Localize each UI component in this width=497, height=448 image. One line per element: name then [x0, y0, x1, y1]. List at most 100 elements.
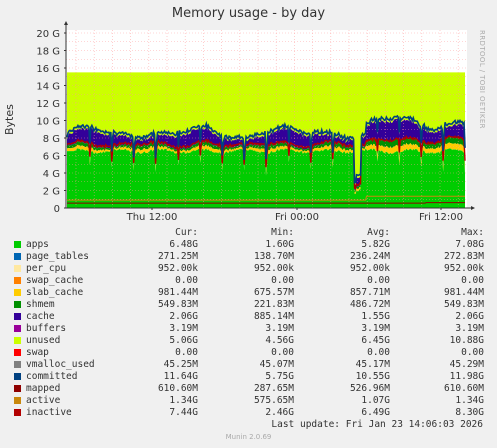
plot-area: 0 2 G 4 G 6 G 8 G 10 G 12 G 14 G 16 G 18 G 20 G Thu… — [36, 21, 475, 223]
legend-swatch — [14, 325, 21, 332]
legend-max: 1.34G — [455, 395, 484, 406]
legend-cur: 271.25M — [157, 251, 198, 262]
legend-cur: 952.00k — [157, 263, 198, 274]
y-tick-label: 0 — [54, 204, 60, 215]
series-cache-area — [67, 118, 465, 191]
legend-avg: 6.49G — [361, 407, 390, 418]
header-min: Min: — [271, 227, 294, 238]
series-unused-area — [67, 72, 465, 186]
legend-swatch — [14, 361, 21, 368]
legend-cur: 2.06G — [169, 311, 198, 322]
legend-swatch — [14, 313, 21, 320]
legend-avg: 0.00 — [367, 275, 390, 286]
legend-cur: 5.06G — [169, 335, 198, 346]
header-cur: Cur: — [175, 227, 198, 238]
header-max: Max: — [461, 227, 484, 238]
legend-avg: 1.55G — [361, 311, 390, 322]
legend-row-swap_cache: swap_cache 0.00 0.00 0.00 0.00 — [0, 275, 497, 287]
legend-row-inactive: inactive 7.44G 2.46G 6.49G 8.30G — [0, 407, 497, 419]
y-tick-label: 20 G — [36, 29, 60, 40]
legend-cur: 1.34G — [169, 395, 198, 406]
legend-swatch — [14, 349, 21, 356]
legend-max: 10.88G — [449, 335, 484, 346]
legend-min: 885.14M — [253, 311, 294, 322]
x-axis-arrow — [471, 206, 475, 210]
header-avg: Avg: — [367, 227, 390, 238]
legend-cur: 610.60M — [157, 383, 198, 394]
legend-swatch — [14, 373, 21, 380]
series-apps-area — [67, 148, 465, 208]
legend-row-swap: swap 0.00 0.00 0.00 0.00 — [0, 347, 497, 359]
legend-swatch — [14, 409, 21, 416]
legend-max: 2.06G — [455, 311, 484, 322]
legend-swatch — [14, 337, 21, 344]
legend-min: 0.00 — [271, 275, 294, 286]
legend-swatch — [14, 277, 21, 284]
munin-version: Munin 2.0.69 — [225, 433, 272, 441]
series-active-line — [67, 195, 465, 201]
legend-max: 610.60M — [443, 383, 484, 394]
legend-max: 952.00k — [443, 263, 484, 274]
legend-row-active: active 1.34G 575.65M 1.07G 1.34G — [0, 395, 497, 407]
y-tick-label: 18 G — [36, 47, 60, 58]
legend-avg: 10.55G — [355, 371, 390, 382]
legend-min: 3.19M — [265, 323, 294, 334]
legend-swatch — [14, 253, 21, 260]
legend-label: cache — [26, 311, 55, 322]
legend-row-slab_cache: slab_cache 981.44M 675.57M 857.71M 981.44M — [0, 287, 497, 299]
x-tick-label: Thu 12:00 — [126, 212, 178, 223]
legend-max: 8.30G — [455, 407, 484, 418]
legend-label: committed — [26, 371, 78, 382]
rrdtool-watermark: RRDTOOL / TOBI OETIKER — [478, 30, 486, 129]
legend-header: Cur: Min: Avg: Max: — [0, 227, 497, 239]
legend-cur: 11.64G — [163, 371, 198, 382]
legend-max: 981.44M — [443, 287, 484, 298]
legend-avg: 6.45G — [361, 335, 390, 346]
legend-swatch — [14, 385, 21, 392]
legend-max: 0.00 — [461, 347, 484, 358]
legend-min: 2.46G — [265, 407, 294, 418]
legend-label: page_tables — [26, 251, 89, 262]
legend-row-buffers: buffers 3.19M 3.19M 3.19M 3.19M — [0, 323, 497, 335]
legend-max: 272.83M — [443, 251, 484, 262]
legend-max: 45.29M — [449, 359, 484, 370]
legend-max: 3.19M — [455, 323, 484, 334]
legend-min: 0.00 — [271, 347, 294, 358]
legend-min: 221.83M — [253, 299, 294, 310]
legend-row-cache: cache 2.06G 885.14M 1.55G 2.06G — [0, 311, 497, 323]
legend-max: 0.00 — [461, 275, 484, 286]
legend-cur: 0.00 — [175, 275, 198, 286]
y-axis-arrow — [64, 21, 68, 25]
legend-row-page_tables: page_tables 271.25M 138.70M 236.24M 272.83M — [0, 251, 497, 263]
legend-avg: 45.17M — [355, 359, 390, 370]
legend-min: 952.00k — [253, 263, 294, 274]
legend-row-vmalloc_used: vmalloc_used 45.25M 45.07M 45.17M 45.29M — [0, 359, 497, 371]
series-committed-line — [66, 114, 466, 184]
legend-avg: 0.00 — [367, 347, 390, 358]
legend-row-committed: committed 11.64G 5.75G 10.55G 11.98G — [0, 371, 497, 383]
y-tick-label: 10 G — [36, 117, 60, 128]
legend-min: 287.65M — [253, 383, 294, 394]
y-tick-label: 4 G — [43, 169, 60, 180]
y-tick-label: 2 G — [43, 187, 60, 198]
x-tick-label: Fri 12:00 — [419, 212, 463, 223]
legend-swatch — [14, 289, 21, 296]
legend-label: unused — [26, 335, 61, 346]
chart-title: Memory usage - by day — [171, 6, 326, 21]
legend-swatch — [14, 397, 21, 404]
legend-max: 549.83M — [443, 299, 484, 310]
legend-label: active — [26, 395, 61, 406]
legend-swatch — [14, 265, 21, 272]
legend-cur: 45.25M — [163, 359, 198, 370]
legend-swatch — [14, 241, 21, 248]
legend-label: buffers — [26, 323, 67, 334]
legend-label: inactive — [26, 407, 72, 418]
legend-min: 45.07M — [259, 359, 294, 370]
y-tick-label: 16 G — [36, 64, 60, 75]
legend-cur: 0.00 — [175, 347, 198, 358]
last-update: Last update: Fri Jan 23 14:06:03 2026 — [271, 419, 483, 430]
legend-avg: 857.71M — [349, 287, 390, 298]
legend-cur: 549.83M — [157, 299, 198, 310]
legend-label: per_cpu — [26, 263, 67, 274]
legend-avg: 5.82G — [361, 239, 390, 250]
